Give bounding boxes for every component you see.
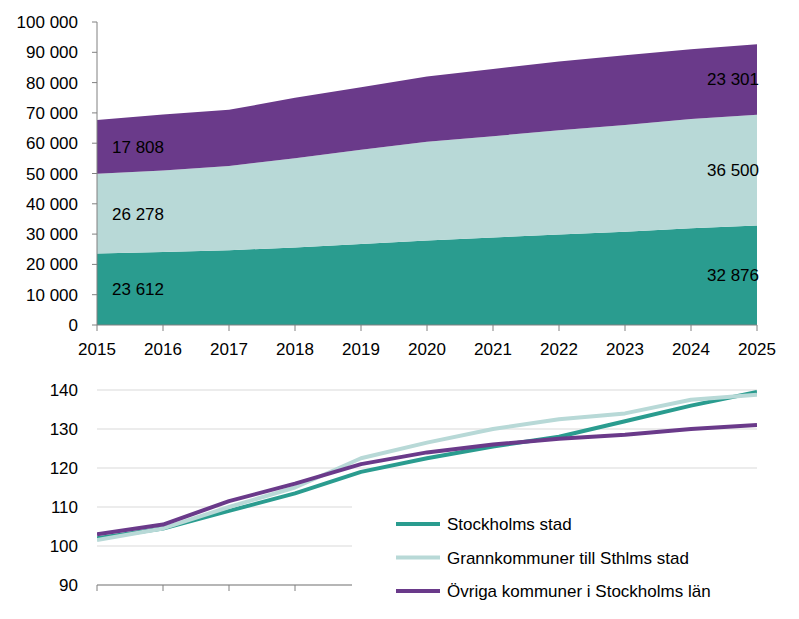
- x-tick-label: 2024: [672, 340, 710, 359]
- x-tick-label: 2021: [474, 340, 512, 359]
- data-label: 32 876: [707, 266, 759, 285]
- y-tick: [92, 22, 97, 23]
- y-tick-label: 80 000: [26, 74, 78, 93]
- x-tick-label: 2015: [78, 340, 116, 359]
- x-tick: [757, 325, 758, 331]
- y-tick-label: 140: [50, 381, 78, 400]
- legend-swatch: [396, 556, 440, 560]
- x-tick: [163, 325, 164, 331]
- y-tick-label: 10 000: [26, 286, 78, 305]
- y-tick-label: 0: [69, 316, 78, 335]
- data-label: 26 278: [112, 205, 164, 224]
- legend-label: Grannkommuner till Sthlms stad: [447, 549, 689, 568]
- y-tick-label: 70 000: [26, 104, 78, 123]
- legend: Stockholms stad Grannkommuner till Sthlms…: [352, 506, 799, 619]
- y-tick-label: 20 000: [26, 255, 78, 274]
- x-tick: [295, 325, 296, 331]
- legend-box: [352, 506, 799, 619]
- x-tick: [427, 325, 428, 331]
- data-label: 23 301: [707, 70, 759, 89]
- y-tick-label: 120: [50, 459, 78, 478]
- legend-swatch: [396, 522, 440, 526]
- y-tick: [92, 112, 97, 113]
- x-tick: [361, 325, 362, 331]
- x-tick-label: 2020: [408, 340, 446, 359]
- x-tick-label: 2018: [276, 340, 314, 359]
- data-label: 17 808: [112, 138, 164, 157]
- y-tick: [92, 234, 97, 235]
- y-tick: [92, 173, 97, 174]
- y-tick: [92, 264, 97, 265]
- x-tick: [559, 325, 560, 331]
- x-tick: [295, 585, 296, 591]
- y-tick: [92, 294, 97, 295]
- x-tick: [229, 325, 230, 331]
- y-tick: [92, 82, 97, 83]
- legend-label: Stockholms stad: [447, 515, 572, 534]
- x-tick: [229, 585, 230, 591]
- data-label: 36 500: [707, 161, 759, 180]
- x-tick: [163, 585, 164, 591]
- grid-line: [97, 468, 757, 469]
- y-tick-label: 100: [50, 537, 78, 556]
- data-label: 23 612: [112, 280, 164, 299]
- x-tick-label: 2023: [606, 340, 644, 359]
- x-tick-label: 2022: [540, 340, 578, 359]
- y-tick-label: 40 000: [26, 195, 78, 214]
- x-tick-label: 2016: [144, 340, 182, 359]
- legend-label: Övriga kommuner i Stockholms län: [447, 582, 711, 601]
- area: [97, 44, 757, 174]
- y-tick-label: 90: [59, 576, 78, 595]
- y-tick: [92, 52, 97, 53]
- y-tick-label: 100 000: [17, 13, 78, 32]
- y-tick: [92, 325, 97, 326]
- grid-line: [97, 390, 757, 391]
- x-tick: [691, 325, 692, 331]
- x-tick: [625, 325, 626, 331]
- y-tick-label: 110: [51, 498, 78, 517]
- y-tick-label: 60 000: [26, 134, 78, 153]
- y-tick: [92, 143, 97, 144]
- y-tick-label: 90 000: [26, 43, 78, 62]
- y-tick: [92, 203, 97, 204]
- y-tick-label: 130: [50, 420, 78, 439]
- legend-swatch: [396, 589, 440, 593]
- x-tick: [97, 325, 98, 331]
- plot-area: [97, 44, 757, 325]
- x-tick-label: 2025: [738, 340, 776, 359]
- x-tick: [493, 325, 494, 331]
- grid-line: [97, 429, 757, 430]
- y-tick-label: 30 000: [26, 225, 78, 244]
- x-tick-label: 2017: [210, 340, 248, 359]
- x-tick-label: 2019: [342, 340, 380, 359]
- figure: 0 10 000 20 000 30 000 40 000 50 000 60 000 70 …: [0, 0, 799, 619]
- x-tick: [97, 585, 98, 591]
- y-tick-label: 50 000: [26, 165, 78, 184]
